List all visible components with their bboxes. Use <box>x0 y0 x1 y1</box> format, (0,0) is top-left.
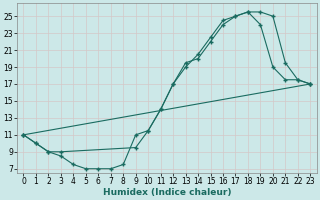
X-axis label: Humidex (Indice chaleur): Humidex (Indice chaleur) <box>103 188 231 197</box>
